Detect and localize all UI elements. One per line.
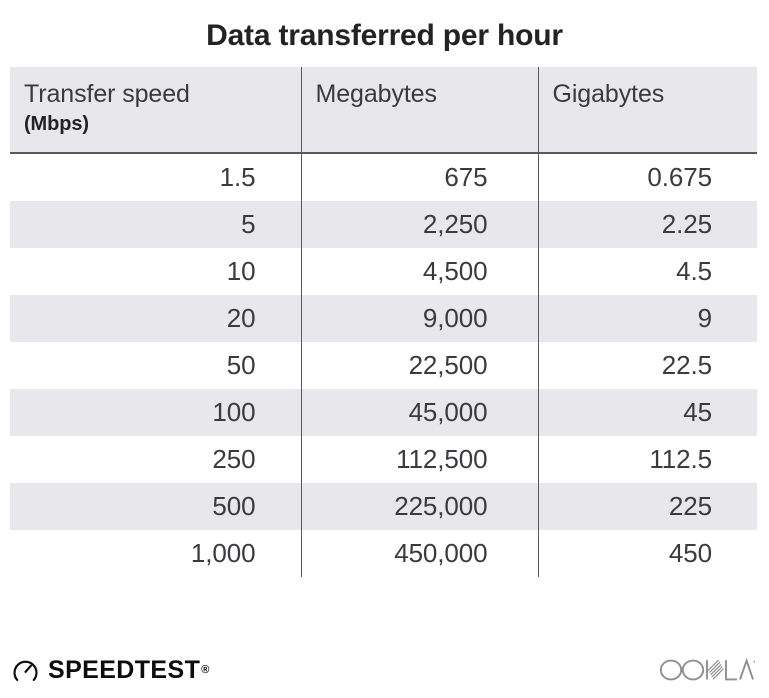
column-header-transfer-speed: Transfer speed (Mbps) (10, 67, 301, 154)
cell-gigabytes: 112.5 (537, 436, 757, 483)
cell-megabytes: 9,000 (300, 295, 538, 342)
speedtest-logo: SPEEDTEST ® (12, 653, 209, 687)
page-title: Data transferred per hour (206, 19, 563, 52)
table-row: 500 225,000 225 (10, 483, 757, 530)
cell-transfer-speed: 500 (10, 483, 301, 530)
data-table-container: Transfer speed (Mbps) Megabytes Gigabyte… (10, 67, 757, 577)
cell-megabytes: 4,500 (300, 248, 538, 295)
column-header-gigabytes-label: Gigabytes (552, 80, 665, 108)
table-row: 50 22,500 22.5 (10, 342, 757, 389)
cell-transfer-speed: 1.5 (219, 162, 256, 192)
cell-gigabytes: 45 (537, 389, 757, 436)
table-row: 100 45,000 45 (10, 389, 757, 436)
cell-transfer-speed: 5 (10, 201, 301, 248)
table-row: 250 112,500 112.5 (10, 436, 757, 483)
cell-gigabytes: 22.5 (537, 342, 757, 389)
speedometer-gauge-icon (12, 657, 39, 684)
cell-gigabytes: 4.5 (537, 248, 757, 295)
footer: SPEEDTEST ® (0, 645, 769, 698)
cell-transfer-speed: 250 (212, 444, 256, 474)
table-header-row: Transfer speed (Mbps) Megabytes Gigabyte… (10, 67, 757, 154)
data-transferred-table: Transfer speed (Mbps) Megabytes Gigabyte… (10, 67, 757, 577)
cell-transfer-speed: 20 (10, 295, 301, 342)
cell-megabytes: 45,000 (300, 389, 538, 436)
speedtest-wordmark: SPEEDTEST (48, 655, 201, 684)
ookla-logo (659, 657, 755, 683)
table-row: 5 2,250 2.25 (10, 201, 757, 248)
cell-megabytes: 2,250 (300, 201, 538, 248)
cell-megabytes: 675 (300, 153, 538, 201)
column-header-megabytes: Megabytes (300, 67, 538, 154)
cell-megabytes: 450,000 (300, 530, 538, 577)
cell-gigabytes: 450 (537, 530, 757, 577)
cell-gigabytes: 0.675 (537, 153, 757, 201)
column-header-transfer-speed-label: Transfer speed (24, 80, 190, 108)
cell-megabytes: 112,500 (300, 436, 538, 483)
cell-transfer-speed: 1,000 (190, 538, 256, 568)
cell-gigabytes: 9 (537, 295, 757, 342)
column-header-transfer-speed-unit: (Mbps) (24, 113, 89, 135)
table-row: 20 9,000 9 (10, 295, 757, 342)
cell-transfer-speed: 10 (226, 256, 256, 286)
table-row: 1,000 450,000 450 (10, 530, 757, 577)
table-row: 10 4,500 4.5 (10, 248, 757, 295)
cell-megabytes: 225,000 (300, 483, 538, 530)
speedtest-trademark-icon: ® (201, 664, 210, 676)
cell-transfer-speed: 50 (226, 350, 256, 380)
cell-gigabytes: 225 (537, 483, 757, 530)
cell-transfer-speed: 100 (10, 389, 301, 436)
table-body: 1.5 675 0.675 5 2,250 2.25 10 4,500 4.5 … (10, 153, 757, 577)
column-header-megabytes-label: Megabytes (315, 80, 437, 108)
column-header-gigabytes: Gigabytes (537, 67, 757, 154)
cell-megabytes: 22,500 (300, 342, 538, 389)
table-row: 1.5 675 0.675 (10, 153, 757, 201)
table-header: Transfer speed (Mbps) Megabytes Gigabyte… (10, 67, 757, 154)
cell-gigabytes: 2.25 (537, 201, 757, 248)
